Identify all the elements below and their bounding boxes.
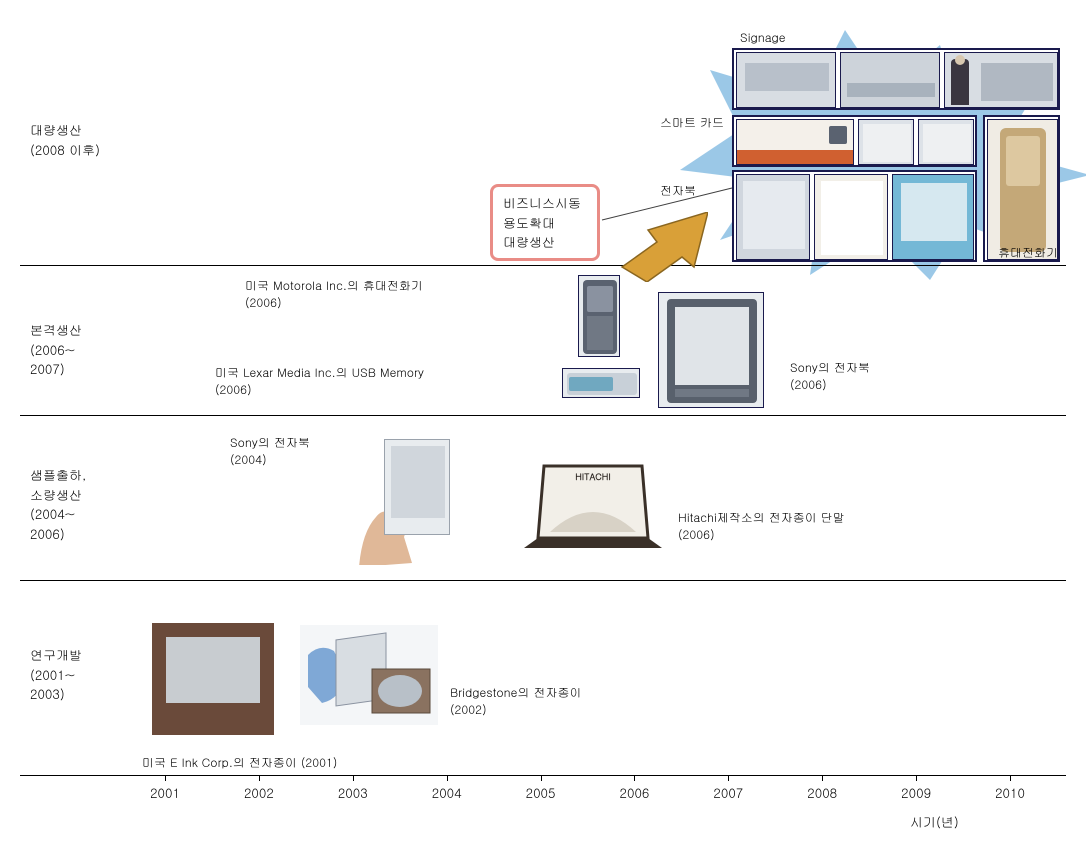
x-tick (259, 775, 260, 781)
label-bridgestone: Bridgestone의 전자종이 (2002) (450, 685, 581, 719)
x-tick-label: 2009 (901, 783, 931, 802)
callout-line: 대량생산 (503, 232, 555, 251)
x-tick (165, 775, 166, 781)
row-mass-production (20, 265, 1066, 266)
x-tick-label: 2006 (620, 783, 650, 802)
lexar-photo (562, 368, 640, 398)
smartcard-photo-2 (858, 119, 914, 165)
ebook-photo-2 (814, 174, 888, 260)
motorola-photo (578, 275, 620, 357)
row-label-line: 2006) (30, 524, 65, 543)
bridgestone-photo (300, 625, 438, 725)
x-tick (541, 775, 542, 781)
x-tick-label: 2007 (713, 783, 743, 802)
x-axis: 2001200220032004200520062007200820092010 (20, 775, 1066, 797)
x-tick-label: 2005 (526, 783, 556, 802)
row-label-full-production: 본격생산 (2006~ 2007) (30, 320, 82, 379)
ebook-group (732, 170, 977, 262)
callout-line: 비즈니스시동 (503, 193, 581, 212)
row-label-line: 2003) (30, 684, 65, 703)
callout-line: 용도확대 (503, 213, 555, 232)
label-eink: 미국 E Ink Corp.의 전자종이 (2001) (142, 755, 337, 772)
row-label-line: 본격생산 (30, 320, 82, 339)
label-smartcard: 스마트 카드 (660, 115, 724, 132)
sony-2006-photo (658, 292, 764, 408)
label-lexar: 미국 Lexar Media Inc.의 USB Memory (2006) (215, 365, 424, 399)
row-full-production (20, 415, 1066, 416)
hitachi-photo: HITACHI (520, 452, 666, 552)
signage-photo-1 (736, 52, 836, 108)
row-label-line: (2004~ (30, 504, 75, 523)
row-label-line: (2001~ (30, 665, 75, 684)
ebook-photo-3 (892, 174, 974, 260)
sony-2004-photo (358, 435, 458, 565)
smartcard-photo-3 (918, 119, 974, 165)
x-tick (634, 775, 635, 781)
timeline-diagram: 대량생산 (2008 이후) 본격생산 (2006~ 2007) 샘플출하, 소… (20, 20, 1066, 828)
row-label-line: 소량생산 (30, 485, 82, 504)
x-tick-label: 2004 (432, 783, 462, 802)
x-tick-label: 2003 (338, 783, 368, 802)
x-tick-label: 2002 (244, 783, 274, 802)
label-mobile: 휴대전화기 (998, 245, 1058, 262)
label-sony-2006: Sony의 전자북 (2006) (790, 360, 870, 394)
mobile-photo-1 (987, 119, 1058, 260)
label-motorola: 미국 Motorola Inc.의 휴대전화기 (2006) (245, 278, 423, 312)
smartcard-photo-1 (736, 119, 854, 165)
callout-box: 비즈니스시동 용도확대 대량생산 (490, 184, 600, 261)
label-signage: Signage (740, 30, 786, 47)
row-label-line: 연구개발 (30, 645, 82, 664)
row-label-line: (2006~ (30, 340, 75, 359)
x-tick-label: 2010 (995, 783, 1025, 802)
svg-text:HITACHI: HITACHI (575, 470, 611, 483)
row-label-mass-production: 대량생산 (2008 이후) (30, 120, 100, 159)
x-tick (353, 775, 354, 781)
arrow-up-right (612, 212, 708, 282)
row-label-line: 2007) (30, 359, 65, 378)
eink-photo (146, 615, 280, 745)
x-tick (822, 775, 823, 781)
signage-photo-3 (944, 52, 1058, 108)
x-tick-label: 2001 (150, 783, 180, 802)
row-label-line: 샘플출하, (30, 465, 86, 484)
row-label-sample-small: 샘플출하, 소량생산 (2004~ 2006) (30, 465, 86, 543)
row-label-line: 대량생산 (30, 120, 82, 139)
x-tick (447, 775, 448, 781)
label-ebook: 전자북 (660, 183, 696, 200)
x-tick (1010, 775, 1011, 781)
label-hitachi: Hitachi제작소의 전자종이 단말 (2006) (678, 510, 845, 544)
row-label-rnd: 연구개발 (2001~ 2003) (30, 645, 82, 704)
label-sony-2004: Sony의 전자북 (2004) (230, 435, 310, 469)
x-tick (916, 775, 917, 781)
x-tick (728, 775, 729, 781)
mobile-group (983, 115, 1060, 262)
row-sample-small (20, 580, 1066, 581)
x-axis-label: 시기(년) (910, 812, 959, 831)
signage-photo-2 (840, 52, 940, 108)
row-label-line: (2008 이후) (30, 140, 100, 159)
ebook-photo-1 (736, 174, 810, 260)
x-tick-label: 2008 (807, 783, 837, 802)
smartcard-group (732, 115, 977, 167)
signage-group (732, 48, 1060, 110)
